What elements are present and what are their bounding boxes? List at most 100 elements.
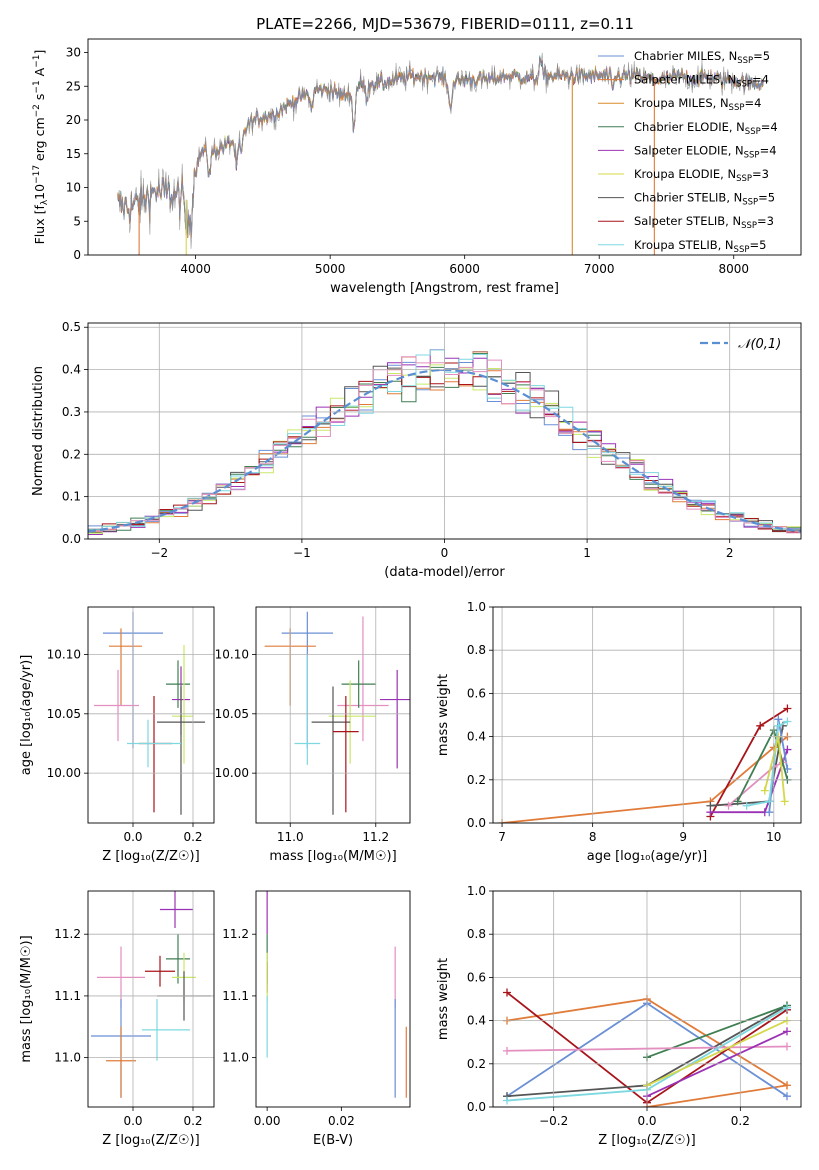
ylabel-part: λ — [40, 199, 50, 205]
legend-entry-sub: SSP — [737, 56, 753, 66]
legend-entry-sub: SSP — [741, 221, 757, 231]
mass_vs_EBV-frame — [255, 890, 411, 1108]
spectrum-xtick-label: 6000 — [449, 262, 480, 276]
mass_vs_Z-axes: 0.0 0.2 11.0 11.1 11.2 Z [log₁₀(Z/Z☉)] mass [l… — [19, 890, 215, 1148]
age_vs_Z-ylabel: age [log₁₀(age/yr)] — [19, 655, 34, 776]
legend-entry: Salpeter MILES, NSSP=4 — [634, 73, 769, 90]
weight-marker — [706, 801, 715, 810]
weight-marker — [733, 797, 742, 806]
age_vs_mass-frame — [255, 606, 411, 824]
ylabel-part: −1 — [32, 55, 42, 68]
weight-marker — [503, 1096, 511, 1105]
legend-entry: Salpeter ELODIE, NSSP=4 — [634, 143, 777, 160]
weights_vs_Z-xtick-label: 0.0 — [637, 1114, 656, 1128]
age_vs_Z-axes: 0.0 0.2 10.00 10.05 10.10 Z [log₁₀(Z/Z☉)] age … — [19, 606, 215, 864]
residuals-ytick-label: 0.4 — [62, 363, 81, 377]
legend-entry-nssp: =5 — [758, 191, 775, 205]
ylabel-part: −2 — [32, 104, 42, 117]
weights_vs_age-ylabel: mass weight — [436, 674, 451, 756]
legend-entry: Chabrier STELIB, NSSP=5 — [634, 191, 775, 208]
ylabel-part: ] — [32, 50, 47, 55]
weight-line — [646, 1084, 788, 1107]
age_vs_mass-xtick-label: 11.2 — [362, 830, 389, 844]
legend-entry-nssp: =5 — [749, 238, 766, 252]
spectrum-xlabel: wavelength [Angstrom, rest frame] — [330, 281, 559, 296]
spectrum-xtick-label: 4000 — [180, 262, 211, 276]
weights_vs_age-ytick-label: 1.0 — [467, 600, 486, 614]
ylabel-part: −17 — [32, 165, 42, 184]
legend-entry: Salpeter STELIB, NSSP=3 — [634, 214, 774, 231]
age_vs_mass-ytick-label: 10.10 — [215, 647, 249, 661]
legend-entry-nssp: =3 — [752, 167, 769, 181]
weight-marker — [774, 721, 783, 730]
legend-entry-nssp: =4 — [760, 143, 777, 157]
residuals-xtick-label: 0 — [441, 546, 449, 560]
weights_vs_age-xtick-label: 9 — [679, 830, 687, 844]
weights_vs_Z-ytick-label: 0.8 — [467, 927, 486, 941]
weights_vs_Z-xlabel: Z [log₁₀(Z/Z☉)] — [598, 1133, 695, 1148]
mass_vs_Z-ylabel: mass [log₁₀(M/M☉)] — [19, 935, 34, 1062]
weight-marker — [783, 1081, 791, 1090]
legend-entry-name: Chabrier STELIB, N — [634, 191, 742, 205]
ylabel-part: Flux [f — [32, 205, 47, 245]
age_vs_Z-ytick-label: 10.05 — [47, 707, 81, 721]
weights_vs_Z-axes: −0.2 0.0 0.2 0.0 0.2 0.4 0.6 0.8 1.0 Z [log₁₀(Z/Z… — [436, 884, 802, 1148]
weight-marker — [783, 1027, 791, 1036]
legend-entry: Kroupa MILES, NSSP=4 — [634, 96, 761, 113]
residuals-ylabel: Normed distribution — [31, 366, 46, 496]
weights_vs_age-ytick-label: 0.0 — [467, 816, 486, 830]
residuals-axes: −2 −1 0 1 2 0.0 0.1 0.2 0.3 0.4 0.5 (data-model)/er… — [31, 320, 802, 580]
residuals-ytick-label: 0.2 — [62, 447, 81, 461]
weights_vs_Z-ytick-label: 0.0 — [467, 1100, 486, 1114]
spectrum-ytick-label: 30 — [66, 46, 81, 60]
weights_vs_age-axes: 7 8 9 10 0.0 0.2 0.4 0.6 0.8 1.0 age [log₁₀(age/yr… — [436, 600, 802, 864]
spectrum-plot-area — [117, 52, 764, 255]
residuals-xtick-label: 2 — [726, 546, 734, 560]
weights_vs_age-ytick-label: 0.4 — [467, 730, 486, 744]
legend-entry-name: Kroupa STELIB, N — [634, 238, 734, 252]
weights_vs_age-xtick-label: 8 — [589, 830, 597, 844]
legend-entry-sub: SSP — [736, 80, 752, 90]
weights_vs_age-ytick-label: 0.8 — [467, 643, 486, 657]
age_vs_Z-xlabel: Z [log₁₀(Z/Z☉)] — [102, 849, 199, 864]
spectrum-xtick-label: 7000 — [584, 262, 615, 276]
residuals-xtick-label: 1 — [583, 546, 591, 560]
spectrum-ytick-label: 0 — [73, 248, 81, 262]
legend-entry-nssp: =4 — [752, 73, 769, 87]
weights_vs_Z-ytick-label: 0.2 — [467, 1057, 486, 1071]
weight-marker — [503, 988, 511, 997]
legend-entry: Kroupa STELIB, NSSP=5 — [634, 238, 766, 255]
residuals-xtick-label: −1 — [293, 546, 311, 560]
mass_vs_Z-xlabel: Z [log₁₀(Z/Z☉)] — [102, 1133, 199, 1148]
spectrum-ytick-label: 25 — [66, 79, 81, 93]
mass_vs_EBV-xtick-label: 0.02 — [328, 1114, 355, 1128]
ylabel-part: erg cm — [32, 117, 47, 165]
mass_vs_Z-ytick-label: 11.0 — [54, 1051, 81, 1065]
weights_vs_Z-ytick-label: 1.0 — [467, 884, 486, 898]
mass_vs_Z-ytick-label: 11.1 — [54, 989, 81, 1003]
residuals-ytick-label: 0.1 — [62, 490, 81, 504]
weight-marker — [783, 1042, 791, 1051]
legend-entry-name: Kroupa MILES, N — [634, 96, 729, 110]
ylabel-part: s — [32, 94, 47, 105]
mass_vs_EBV-ytick-label: 11.1 — [222, 989, 249, 1003]
legend-entry-sub: SSP — [742, 198, 758, 208]
weights_vs_Z-xtick-label: −0.2 — [539, 1114, 568, 1128]
weight-line — [646, 1019, 788, 1087]
age_vs_Z-ytick-label: 10.00 — [47, 766, 81, 780]
weight-marker — [783, 704, 792, 713]
mass_vs_Z-xtick-label: 0.2 — [183, 1114, 202, 1128]
legend-entry-name: Salpeter ELODIE, N — [634, 143, 744, 157]
legend-entry: Kroupa ELODIE, NSSP=3 — [634, 167, 769, 184]
weight-marker — [765, 797, 774, 806]
residuals-ytick-label: 0.0 — [62, 532, 81, 546]
legend-entry: Chabrier MILES, NSSP=5 — [634, 49, 770, 66]
legend-entry-name: Salpeter STELIB, N — [634, 214, 741, 228]
legend-entry: 𝒩(0,1) — [738, 337, 781, 352]
weights_vs_age-frame — [492, 606, 802, 824]
spectrum-ytick-label: 20 — [66, 113, 81, 127]
ylabel-part: −1 — [32, 80, 42, 93]
weight-marker — [783, 717, 792, 726]
ylabel-part: A — [32, 67, 47, 80]
figure-title: PLATE=2266, MJD=53679, FIBERID=0111, z=0… — [256, 15, 634, 33]
